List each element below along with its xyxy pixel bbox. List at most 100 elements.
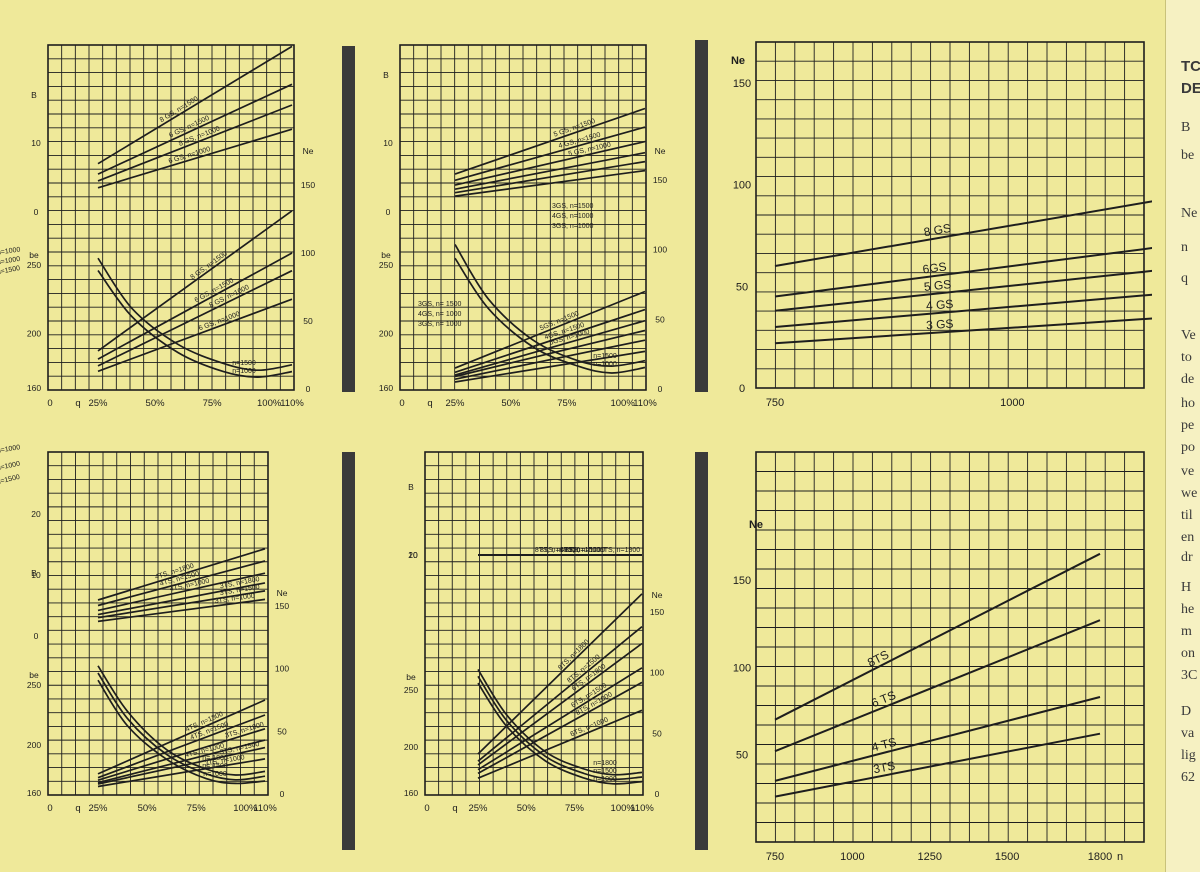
series-line [454, 160, 646, 194]
adjacent-page-text: lig [1181, 748, 1196, 763]
series-line [97, 672, 266, 781]
y-axis-label: Ne [731, 55, 745, 67]
x-tick-label: 25% [468, 803, 488, 814]
y-tick-label: 100 [733, 662, 751, 674]
x-tick-label: 50% [138, 803, 158, 814]
series-line [774, 317, 1152, 345]
series-line [774, 552, 1101, 721]
adjacent-page-text: 62 [1181, 770, 1195, 785]
series-line [477, 642, 643, 766]
y-tick-label: 250 [379, 260, 393, 270]
y-axis-label: B [408, 482, 414, 492]
ne-axis-label: Ne [652, 590, 663, 600]
y-tick-label: 160 [27, 788, 41, 798]
series-line [774, 732, 1101, 798]
series-label: 4 TS [870, 735, 898, 755]
x-tick-label: q [452, 803, 457, 814]
series-label: n= 1800 [202, 755, 228, 762]
ne-tick-label: 50 [277, 726, 287, 736]
x-tick-label: 1250 [918, 851, 942, 863]
series-label: 5 GS [923, 277, 952, 294]
series-line [97, 252, 293, 360]
adjacent-page-text: Ve [1181, 328, 1196, 343]
series-line [454, 257, 646, 374]
x-tick-label: 1000 [1000, 397, 1024, 409]
x-tick-label: 110% [630, 803, 654, 814]
ne-axis-label: Ne [303, 146, 314, 156]
series-line [454, 151, 646, 191]
ne-tick-label: 50 [652, 728, 662, 738]
adjacent-page-text: B [1181, 120, 1191, 135]
callout-label: 3GS, n=1000 [552, 223, 594, 230]
series-line [454, 126, 646, 182]
panel-separator-top-right [695, 40, 708, 392]
series-line [97, 298, 293, 373]
y-axis-label: B [31, 568, 37, 578]
series-line [477, 625, 643, 762]
series-line [97, 739, 266, 784]
series-label: 6GS [922, 259, 948, 276]
x-tick-label: 25% [88, 803, 108, 814]
y-tick-label: 160 [404, 788, 418, 798]
series-label: 3TS [872, 758, 896, 776]
y-tick-label: 160 [379, 383, 393, 393]
series-line [97, 257, 293, 372]
series-label: 4 GS [925, 297, 953, 313]
x-tick-label: q [75, 398, 80, 409]
adjacent-page-text: TC [1181, 58, 1200, 75]
series-line [774, 619, 1101, 753]
series-line [774, 696, 1101, 782]
x-tick-label: 750 [766, 397, 784, 409]
series-label: n=1000 [593, 776, 617, 783]
ne-tick-label: 0 [658, 384, 663, 394]
callout-label: 4GS, n=1000 [552, 213, 594, 220]
y-tick-label: 200 [379, 328, 393, 338]
series-label: n= 1500 [202, 763, 228, 770]
y-axis-label: be [29, 670, 39, 680]
series-line [97, 727, 266, 782]
y-axis-label: be [406, 672, 416, 682]
chart-grid [424, 451, 644, 796]
x-tick-label: 75% [187, 803, 207, 814]
panel-separator-bottom-middle [342, 452, 355, 850]
adjacent-page-text: D [1181, 704, 1192, 719]
x-tick-label: 0 [399, 398, 404, 409]
page-gutter [1152, 0, 1165, 872]
series-line [97, 560, 266, 607]
series-line [97, 128, 293, 189]
x-tick-label: q [75, 803, 80, 814]
series-line [97, 714, 266, 779]
adjacent-page-text: pe [1181, 418, 1195, 433]
y-tick-label: 100 [733, 180, 751, 192]
series-label: n=1500 [593, 353, 617, 360]
adjacent-page-text: ho [1181, 396, 1195, 411]
ne-tick-label: 150 [275, 601, 289, 611]
series-line [774, 247, 1152, 298]
series-label: n=1000 [232, 368, 256, 375]
adjacent-page-text: po [1181, 440, 1195, 455]
y-tick-label: 50 [736, 281, 748, 293]
series-line [97, 269, 293, 367]
series-label: 3GS, n=1500 [0, 265, 21, 280]
x-tick-label: 100% [233, 803, 258, 814]
x-tick-label: 110% [633, 398, 657, 409]
callout-label: 4GS, n= 1000 [418, 311, 462, 318]
adjacent-page-text: va [1181, 726, 1195, 741]
y-tick-label: 200 [404, 742, 418, 752]
series-line [477, 675, 643, 781]
x-tick-label: 1000 [840, 851, 864, 863]
callout-label: 3GS, n= 1000 [418, 321, 462, 328]
series-label: n=1500 [593, 768, 617, 775]
series-label: 8TS, n=1800 [535, 547, 575, 554]
x-tick-label: 110% [280, 398, 304, 409]
y-tick-label: 20 [31, 509, 41, 519]
ne-tick-label: 100 [650, 668, 664, 678]
series-line [97, 547, 266, 601]
series-label: 6TS, n=1800 [600, 547, 640, 554]
panel-separator-top-middle [342, 46, 355, 392]
